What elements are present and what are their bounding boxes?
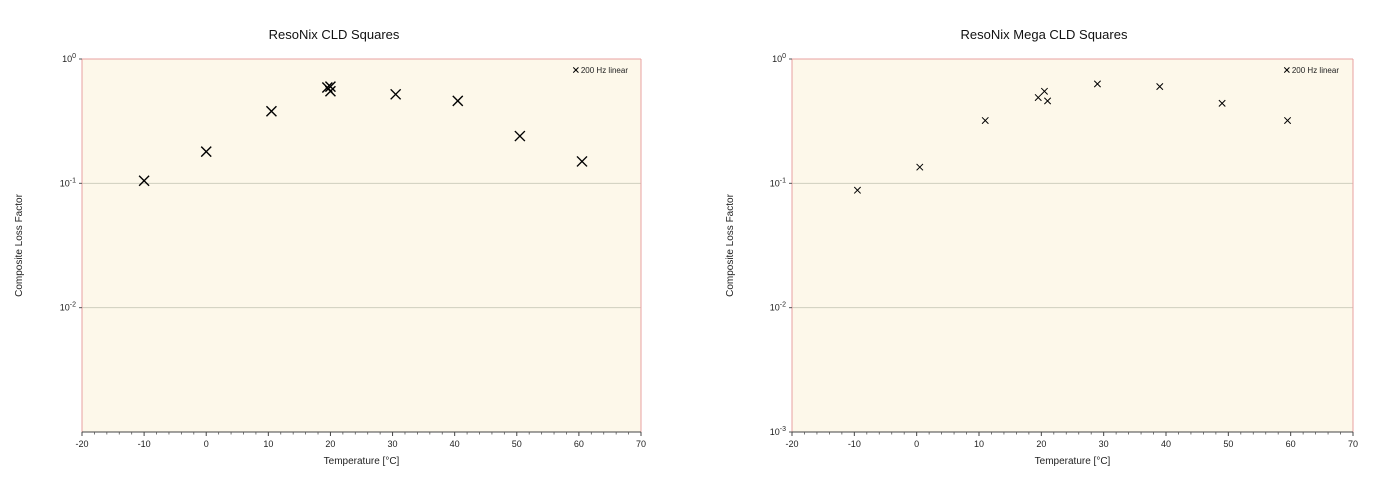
legend-label: 200 Hz linear: [1292, 66, 1339, 75]
data-point: [138, 175, 150, 187]
x-tick-label: 70: [1348, 439, 1358, 449]
chart-panel-left: ResoNix CLD Squares -20 -10 0 10 20 30 40 50 60 7…: [0, 0, 688, 477]
data-point: [1040, 87, 1049, 95]
data-point: [1218, 99, 1226, 107]
data-point: [981, 116, 989, 125]
x-tick-label: 10: [263, 439, 273, 449]
x-tick-label: 40: [450, 439, 460, 449]
data-point: [1093, 80, 1101, 88]
data-point: [1044, 97, 1052, 105]
y-tick-label: 10-1: [60, 177, 76, 188]
legend-label: 200 Hz linear: [581, 66, 628, 75]
x-tick-label: 50: [1223, 439, 1233, 449]
x-tick-label: 10: [974, 439, 984, 449]
x-tick-label: -20: [785, 439, 798, 449]
plot-area: [82, 59, 641, 432]
x-tick-label: 50: [512, 439, 522, 449]
data-point: [1283, 116, 1292, 125]
y-axis-label: Composite Loss Factor: [14, 193, 25, 296]
data-point: [324, 81, 336, 93]
x-tick-label: 20: [325, 439, 335, 449]
data-point: [1156, 83, 1164, 91]
x-tick-label: -20: [75, 439, 88, 449]
y-tick-label: 10-2: [60, 302, 76, 313]
data-point: [576, 155, 588, 167]
x-tick-label: 30: [388, 439, 398, 449]
data-point: [1034, 93, 1042, 102]
data-point: [200, 146, 212, 158]
data-point: [853, 186, 862, 194]
x-tick-label: 70: [636, 439, 646, 449]
y-tick-label: 100: [772, 53, 786, 64]
plot-area: [792, 59, 1353, 432]
y-axis-label: Composite Loss Factor: [725, 193, 736, 296]
x-tick-label: 0: [914, 439, 919, 449]
x-tick-label: -10: [138, 439, 151, 449]
data-point: [452, 95, 464, 107]
data-point: [324, 85, 336, 97]
data-point: [390, 88, 402, 100]
legend-marker: [572, 67, 579, 73]
x-tick-label: -10: [848, 439, 861, 449]
y-tick-label: 10-1: [770, 177, 786, 188]
y-tick-label: 10-3: [770, 426, 786, 437]
data-point: [265, 105, 277, 117]
y-tick-label: 100: [62, 53, 76, 64]
x-tick-label: 60: [574, 439, 584, 449]
chart-left: -20 -10 0 10 20 30 40 50 60 70 100 10-1 10-2 Temperat…: [14, 53, 646, 467]
legend-marker: [1283, 67, 1290, 73]
chart-title-left: ResoNix CLD Squares: [268, 27, 400, 42]
chart-right: -20 -10 0 10 20 30 40 50 60 70 100 10-1 10-2 10-3 Temp…: [725, 53, 1358, 467]
x-tick-label: 40: [1161, 439, 1171, 449]
x-tick-label: 30: [1099, 439, 1109, 449]
x-tick-label: 20: [1036, 439, 1046, 449]
chart-panel-right: ResoNix Mega CLD Squares -20 -10 0 10 20 30 40…: [688, 0, 1377, 477]
data-point: [916, 163, 924, 171]
chart-title-right: ResoNix Mega CLD Squares: [960, 27, 1128, 42]
x-tick-label: 0: [204, 439, 209, 449]
x-tick-label: 60: [1286, 439, 1296, 449]
y-tick-label: 10-2: [770, 302, 786, 313]
data-point: [514, 130, 526, 142]
x-axis-label: Temperature [°C]: [324, 456, 400, 467]
x-axis-label: Temperature [°C]: [1035, 456, 1111, 467]
